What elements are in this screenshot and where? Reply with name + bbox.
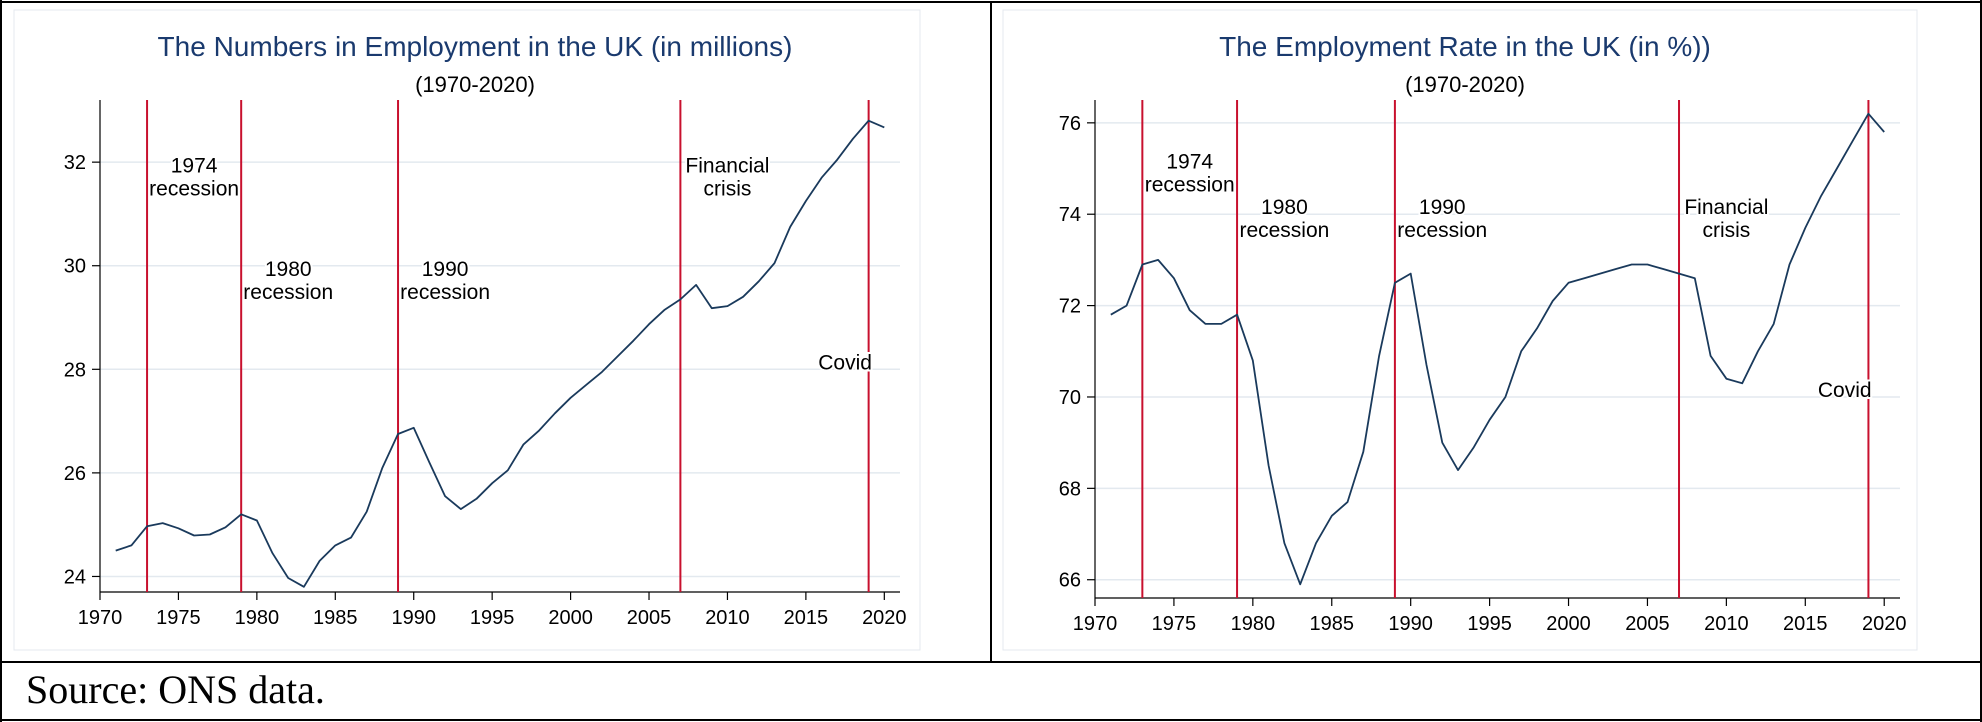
x-tick-label: 1975 <box>156 607 201 629</box>
series-line <box>115 119 885 588</box>
event-label-line: Covid <box>818 351 872 374</box>
y-tick-label: 68 <box>1059 478 1081 500</box>
x-tick-label: 1995 <box>1467 613 1512 635</box>
event-label-line: 1980 <box>265 258 312 281</box>
chart-title: The Numbers in Employment in the UK (in … <box>158 31 793 62</box>
event-label-line: crisis <box>1702 219 1750 242</box>
y-tick-label: 32 <box>64 152 86 174</box>
employment-rate-chart: The Employment Rate in the UK (in %)) (19… <box>1059 31 1907 635</box>
x-tick-label: 2005 <box>1625 613 1670 635</box>
y-tick-label: 28 <box>64 359 86 381</box>
event-label-line: 1980 <box>1261 196 1308 219</box>
x-tick-label: 2010 <box>1704 613 1749 635</box>
x-tick-label: 2015 <box>784 607 829 629</box>
x-tick-label: 2000 <box>1546 613 1591 635</box>
event-label-line: Financial <box>685 155 769 178</box>
event-label: 1980 recession <box>1239 196 1329 242</box>
x-tick-label: 1985 <box>1310 613 1355 635</box>
x-tick-label: 2005 <box>627 607 672 629</box>
x-tick-label: 2020 <box>862 607 907 629</box>
x-tick-label: 1980 <box>1231 613 1276 635</box>
x-tick-label: 1970 <box>1073 613 1118 635</box>
event-label: Covid <box>1818 379 1872 402</box>
event-label-line: recession <box>1397 219 1487 242</box>
y-tick-label: 74 <box>1059 204 1081 226</box>
y-tick-label: 24 <box>64 566 86 588</box>
event-label: Financial crisis <box>1684 196 1768 242</box>
event-label: 1980 recession <box>243 258 333 304</box>
chart-title: The Employment Rate in the UK (in %)) <box>1219 31 1711 62</box>
event-label: 1990 recession <box>400 258 490 304</box>
y-tick-label: 30 <box>64 256 86 278</box>
chart-subtitle: (1970-2020) <box>1405 72 1525 97</box>
x-tick-label: 1975 <box>1152 613 1197 635</box>
chart-panel-right <box>1002 9 1918 651</box>
x-tick-label: 2020 <box>1862 613 1907 635</box>
x-tick-label: 1995 <box>470 607 515 629</box>
event-label-line: 1990 <box>1419 196 1466 219</box>
event-label-line: 1990 <box>422 258 469 281</box>
y-tick-label: 26 <box>64 463 86 485</box>
x-tick-label: 2015 <box>1783 613 1828 635</box>
event-label-line: recession <box>1239 219 1329 242</box>
event-label: 1974 recession <box>1145 151 1235 197</box>
y-tick-label: 70 <box>1059 387 1081 409</box>
x-tick-label: 2010 <box>705 607 750 629</box>
x-tick-label: 1970 <box>78 607 123 629</box>
x-tick-label: 1990 <box>391 607 436 629</box>
x-tick-label: 2000 <box>548 607 593 629</box>
event-label: Financial crisis <box>685 155 769 201</box>
event-label: 1974 recession <box>149 155 239 201</box>
event-label: 1990 recession <box>1397 196 1487 242</box>
chart-subtitle: (1970-2020) <box>415 72 535 97</box>
event-label-line: recession <box>400 281 490 304</box>
x-tick-label: 1990 <box>1388 613 1433 635</box>
event-label-line: recession <box>243 281 333 304</box>
event-label-line: recession <box>149 178 239 201</box>
event-label-line: Financial <box>1684 196 1768 219</box>
series-line <box>1110 112 1885 586</box>
x-tick-label: 1980 <box>235 607 280 629</box>
event-label-line: crisis <box>704 178 752 201</box>
y-tick-label: 72 <box>1059 296 1081 318</box>
event-label-line: 1974 <box>171 155 218 178</box>
event-label-line: recession <box>1145 174 1235 197</box>
event-label-line: 1974 <box>1166 151 1213 174</box>
event-label-line: Covid <box>1818 379 1872 402</box>
x-tick-label: 1985 <box>313 607 358 629</box>
event-label: Covid <box>818 351 872 374</box>
y-tick-label: 76 <box>1059 113 1081 135</box>
employment-numbers-chart: The Numbers in Employment in the UK (in … <box>64 31 907 629</box>
chart-panel-left <box>13 9 921 651</box>
source-note: Source: ONS data. <box>26 667 325 712</box>
y-tick-label: 66 <box>1059 570 1081 592</box>
